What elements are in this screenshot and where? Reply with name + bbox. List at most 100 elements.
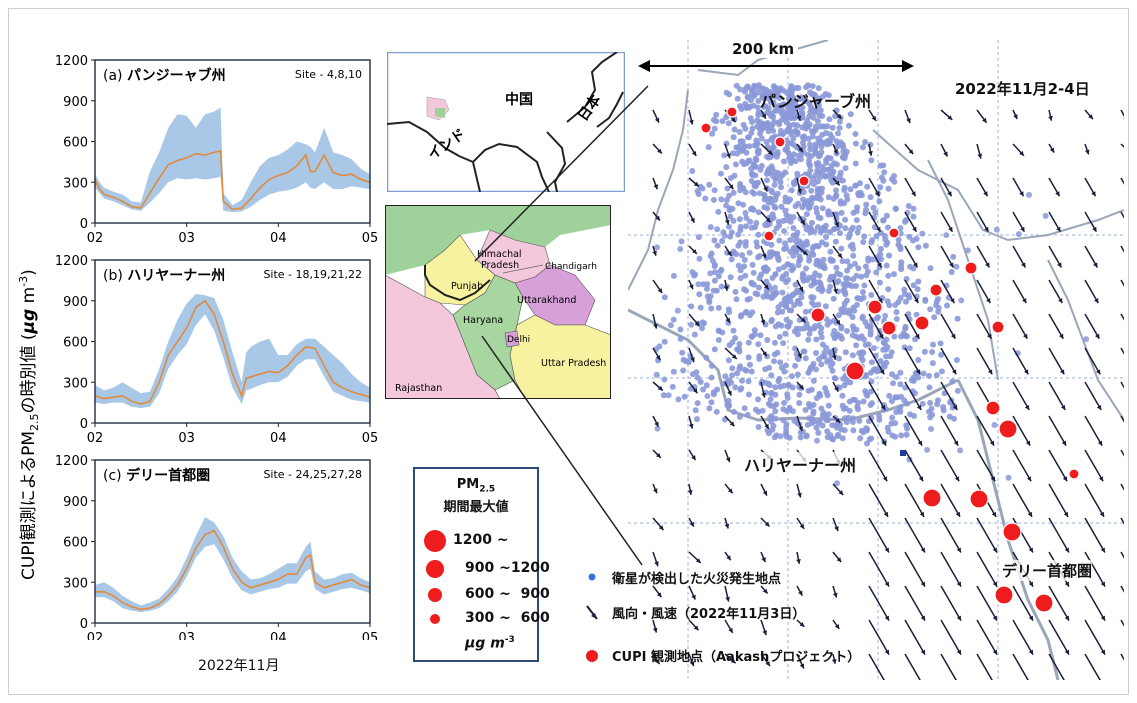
fire-point	[814, 178, 821, 185]
fire-point	[791, 302, 798, 309]
fire-point	[749, 125, 756, 132]
fire-point	[816, 263, 823, 270]
fire-point	[711, 187, 718, 194]
fire-point	[841, 289, 848, 295]
wind-arrowhead	[884, 649, 889, 655]
fire-point	[696, 255, 703, 262]
fire-point	[888, 420, 895, 427]
fire-point	[902, 218, 909, 225]
wind-vector	[976, 415, 995, 446]
fire-point	[781, 399, 788, 406]
main-map	[628, 40, 1124, 680]
fire-point	[760, 293, 767, 300]
fire-point	[782, 330, 789, 337]
fire-point	[827, 363, 834, 370]
wind-vector	[904, 619, 926, 655]
fire-point	[798, 240, 805, 247]
wind-arrowhead	[956, 581, 961, 587]
fire-point	[772, 391, 779, 398]
wind-vector	[904, 313, 920, 340]
wind-vector	[868, 313, 884, 340]
fire-point	[682, 358, 689, 365]
fire-point	[755, 147, 762, 154]
fire-point	[827, 283, 834, 290]
wind-arrowhead	[693, 625, 699, 631]
wind-vector	[1012, 415, 1031, 446]
fire-point	[747, 218, 754, 225]
fire-point	[904, 425, 911, 432]
wind-arrowhead	[798, 426, 803, 432]
fire-point	[805, 324, 812, 331]
fire-point	[736, 129, 743, 135]
fire-point	[695, 281, 702, 288]
fire-point	[753, 239, 760, 246]
wind-arrowhead	[689, 661, 695, 667]
fire-point	[793, 325, 800, 332]
wind-arrowhead	[657, 288, 663, 294]
wind-vector	[976, 313, 992, 340]
wind-vector	[1012, 313, 1028, 340]
fire-point	[885, 286, 892, 293]
fire-point	[817, 215, 824, 222]
scale-arrow-left	[638, 60, 650, 72]
fire-point	[723, 140, 730, 147]
fire-point	[801, 348, 808, 355]
fire-point	[902, 332, 909, 339]
fire-point	[711, 346, 718, 353]
fire-point	[746, 143, 753, 150]
fire-point	[735, 262, 742, 269]
wind-arrowhead	[761, 113, 766, 119]
wind-arrowhead	[653, 323, 658, 329]
fire-point	[794, 229, 801, 236]
fire-point	[718, 170, 724, 177]
fire-point	[813, 366, 819, 373]
fire-point	[660, 392, 667, 399]
y-label-sub: 2.5	[28, 414, 41, 432]
wind-vector	[1120, 585, 1124, 593]
fire-point	[770, 290, 777, 297]
fire-point	[749, 119, 755, 125]
fire-point	[737, 180, 744, 187]
y-label-post: の時別値 (	[19, 333, 39, 413]
fire-point	[772, 169, 779, 176]
fire-point	[692, 407, 699, 414]
fire-point	[822, 385, 829, 392]
fire-point	[772, 323, 779, 330]
fire-point	[772, 408, 779, 415]
pm-circle-900	[426, 560, 444, 578]
fire-point	[746, 295, 753, 302]
fire-point	[788, 307, 795, 314]
fire-point	[787, 218, 794, 225]
wind-vector	[940, 347, 957, 375]
fire-point	[763, 93, 769, 100]
wind-arrowhead	[656, 592, 662, 598]
fire-point	[737, 187, 744, 194]
fire-point	[855, 406, 861, 413]
fire-point	[745, 354, 752, 361]
fire-point	[713, 408, 720, 415]
fire-point	[850, 209, 857, 216]
wind-arrowhead	[836, 113, 842, 119]
fire-point	[869, 400, 875, 407]
fire-point	[734, 346, 741, 353]
fire-point	[806, 121, 813, 128]
fire-point	[800, 277, 807, 284]
fire-point	[906, 345, 913, 352]
fire-point	[864, 183, 871, 190]
fire-point	[775, 266, 782, 273]
fire-point	[719, 118, 726, 125]
fire-point	[727, 233, 734, 240]
pm-legend-unit-text: μg m	[465, 635, 505, 652]
fire-point	[765, 154, 772, 161]
fire-point	[824, 123, 831, 130]
wind-vector	[904, 347, 921, 375]
fire-point	[931, 314, 938, 321]
fire-point	[742, 85, 749, 92]
fire-point	[791, 244, 798, 251]
wind-arrowhead	[1027, 511, 1032, 517]
cupi-sites	[700, 106, 1080, 613]
fire-point	[768, 318, 775, 325]
fire-point	[958, 297, 965, 304]
wind-arrowhead	[689, 284, 694, 290]
fire-point	[820, 256, 827, 263]
